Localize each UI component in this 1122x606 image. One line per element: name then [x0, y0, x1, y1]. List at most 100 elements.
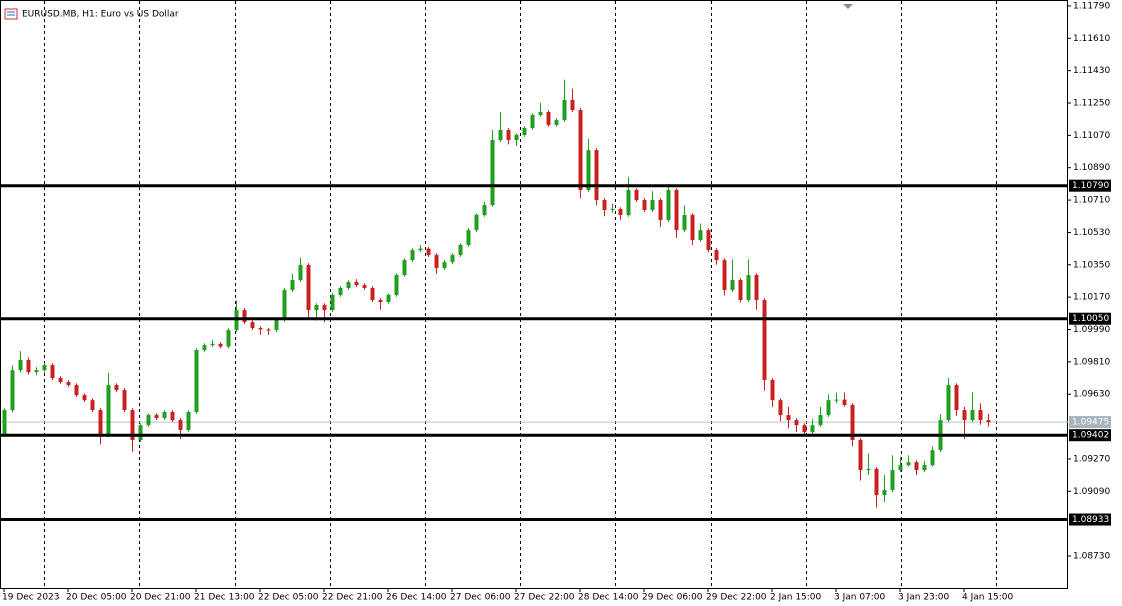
x-tick-label: 20 Dec 05:00: [66, 593, 127, 603]
bid-label: 1.09475: [1072, 418, 1109, 428]
candle-body: [474, 214, 479, 231]
candle-body: [490, 140, 495, 206]
candle-body: [826, 400, 831, 416]
x-tick-label: 4 Jan 15:00: [962, 593, 1014, 603]
candle-body: [322, 305, 327, 311]
candle-body: [906, 462, 911, 466]
candle-body: [18, 360, 23, 371]
candle-body: [106, 385, 111, 436]
level-label-box: [1069, 179, 1111, 192]
candle-body: [714, 250, 719, 261]
level-label: 1.08933: [1072, 515, 1109, 525]
plot-frame: [0, 0, 1068, 589]
candle-body: [834, 399, 839, 401]
candle-body: [314, 305, 319, 311]
candle-body: [914, 462, 919, 471]
candle-body: [978, 410, 983, 421]
candle-body: [386, 294, 391, 302]
candle-body: [282, 289, 287, 320]
candle-body: [250, 322, 255, 329]
candle-body: [898, 465, 903, 471]
candle-body: [90, 400, 95, 411]
candle-body: [586, 150, 591, 191]
candle-body: [402, 260, 407, 276]
candle-body: [554, 120, 559, 125]
level-label-box: [1069, 513, 1111, 526]
level-label: 1.09402: [1072, 431, 1109, 441]
x-tick-label: 2 Jan 15:00: [770, 593, 822, 603]
candle-body: [762, 300, 767, 381]
candle-body: [986, 420, 991, 423]
x-tick-label: 3 Jan 07:00: [834, 593, 886, 603]
candle-body: [130, 410, 135, 441]
candle-body: [178, 420, 183, 430]
candle-body: [890, 470, 895, 491]
candle-body: [122, 390, 127, 411]
candle-body: [842, 399, 847, 406]
level-label-box: [1069, 429, 1111, 442]
candle-body: [50, 365, 55, 379]
candle-body: [522, 127, 527, 136]
candle-body: [458, 245, 463, 256]
candle-body: [450, 255, 455, 263]
candle-body: [10, 370, 15, 411]
candle-body: [946, 385, 951, 421]
y-tick-label: 1.10350: [1073, 260, 1110, 270]
candle-body: [194, 349, 199, 413]
candle-body: [866, 468, 871, 471]
candle-body: [354, 282, 359, 286]
candle-body: [538, 111, 543, 116]
candle-body: [650, 200, 655, 210]
candle-body: [218, 343, 223, 347]
candle-body: [634, 190, 639, 201]
candle-body: [786, 415, 791, 421]
candle-body: [242, 310, 247, 323]
x-tick-label: 28 Dec 14:00: [578, 593, 639, 603]
symbol-icon: [4, 8, 18, 20]
candle-body: [658, 200, 663, 221]
x-tick-label: 20 Dec 21:00: [130, 593, 191, 603]
candle-body: [42, 365, 47, 371]
level-label: 1.10790: [1072, 181, 1109, 191]
y-tick-label: 1.11790: [1073, 1, 1110, 11]
candle-body: [626, 190, 631, 215]
candle-body: [82, 395, 87, 401]
candle-body: [226, 330, 231, 347]
candle-body: [258, 328, 263, 330]
candle-body: [2, 410, 7, 436]
y-tick-label: 1.11610: [1073, 34, 1110, 44]
candle-body: [706, 230, 711, 251]
y-tick-label: 1.08730: [1073, 552, 1110, 562]
candle-body: [682, 214, 687, 231]
candle-body: [146, 415, 151, 426]
candle-body: [482, 205, 487, 215]
level-label-box: [1069, 312, 1111, 325]
y-tick-label: 1.09270: [1073, 454, 1110, 464]
x-tick-label: 22 Dec 05:00: [258, 593, 319, 603]
bid-label-box: [1069, 416, 1111, 429]
candle-body: [74, 385, 79, 396]
candle-body: [514, 135, 519, 141]
candle-body: [426, 248, 431, 256]
x-tick-label: 21 Dec 13:00: [194, 593, 255, 603]
y-tick-label: 1.10710: [1073, 196, 1110, 206]
x-tick-label: 29 Dec 06:00: [642, 593, 703, 603]
candle-body: [154, 415, 159, 419]
candle-body: [962, 410, 967, 421]
y-tick-label: 1.09810: [1073, 357, 1110, 367]
candle-body: [770, 380, 775, 401]
candle-body: [954, 385, 959, 411]
candle-body: [202, 345, 207, 350]
candle-body: [418, 248, 423, 251]
candle-body: [690, 214, 695, 240]
x-tick-label: 29 Dec 22:00: [706, 593, 767, 603]
candle-body: [394, 275, 399, 295]
candle-body: [266, 329, 271, 331]
candle-body: [698, 230, 703, 240]
candle-body: [794, 420, 799, 426]
candle-body: [778, 400, 783, 416]
candle-body: [306, 264, 311, 311]
candle-body: [362, 285, 367, 288]
candle-body: [98, 410, 103, 436]
candle-body: [162, 412, 167, 419]
